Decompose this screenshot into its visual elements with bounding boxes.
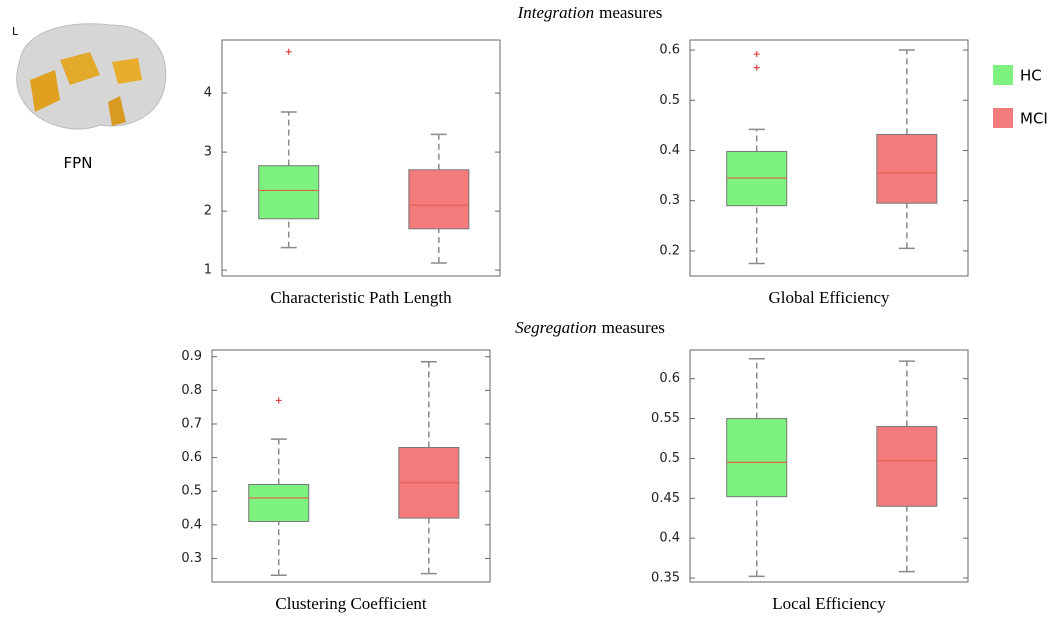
section-title: Integration measures [517,3,663,22]
y-tick-label: 1 [204,263,212,278]
y-tick-label: 0.4 [659,143,680,158]
section-emphasis: Segregation [515,318,597,337]
flier [753,51,760,58]
y-tick-label: 0.7 [181,416,202,431]
brain-region [30,70,60,112]
y-tick-label: 0.4 [181,517,202,532]
plot-frame [689,349,969,583]
y-tick-label: 0.6 [659,371,680,386]
plot-frame [221,39,501,277]
y-tick-label: 0.5 [181,484,202,499]
section-rest: measures [602,318,665,337]
y-tick-label: 0.6 [659,43,680,58]
y-tick-label: 0.6 [181,450,202,465]
y-tick-label: 0.8 [181,383,202,398]
brain-region [112,58,142,84]
y-tick-label: 3 [204,145,212,160]
brain-region [108,96,126,126]
legend-swatch [993,65,1013,85]
y-tick-label: 2 [204,204,212,219]
x-axis-label: Characteristic Path Length [270,288,452,307]
brain-region [60,52,100,85]
flier [275,397,282,404]
box [726,418,788,498]
y-tick-label: 0.9 [181,349,202,364]
box [408,169,470,230]
box [248,483,310,522]
flier [753,64,760,71]
y-tick-label: 4 [204,86,212,101]
flier [285,48,292,55]
legend-label: HC [1020,67,1042,85]
x-axis-label: Local Efficiency [772,594,886,613]
section-rest: measures [599,3,662,22]
plot-frame [689,39,969,277]
x-axis-label: Clustering Coefficient [275,594,427,613]
section-title: Segregation measures [515,318,665,337]
y-tick-label: 0.45 [651,491,680,506]
brain-icon [16,23,167,130]
plot-frame [211,349,491,583]
y-tick-label: 0.2 [659,243,680,258]
y-tick-label: 0.55 [651,411,680,426]
y-tick-label: 0.4 [659,531,680,546]
y-tick-label: 0.3 [659,193,680,208]
y-tick-label: 0.5 [659,93,680,108]
legend-swatch [993,108,1013,128]
box [876,426,938,507]
legend-label: MCI [1020,110,1048,128]
box [258,165,320,220]
y-tick-label: 0.5 [659,451,680,466]
x-axis-label: Global Efficiency [768,288,890,307]
box [876,133,938,204]
y-tick-label: 0.3 [181,551,202,566]
hemisphere-marker: L [12,25,19,38]
network-label: FPN [64,154,93,172]
section-emphasis: Integration [517,3,595,22]
y-tick-label: 0.35 [651,571,680,586]
